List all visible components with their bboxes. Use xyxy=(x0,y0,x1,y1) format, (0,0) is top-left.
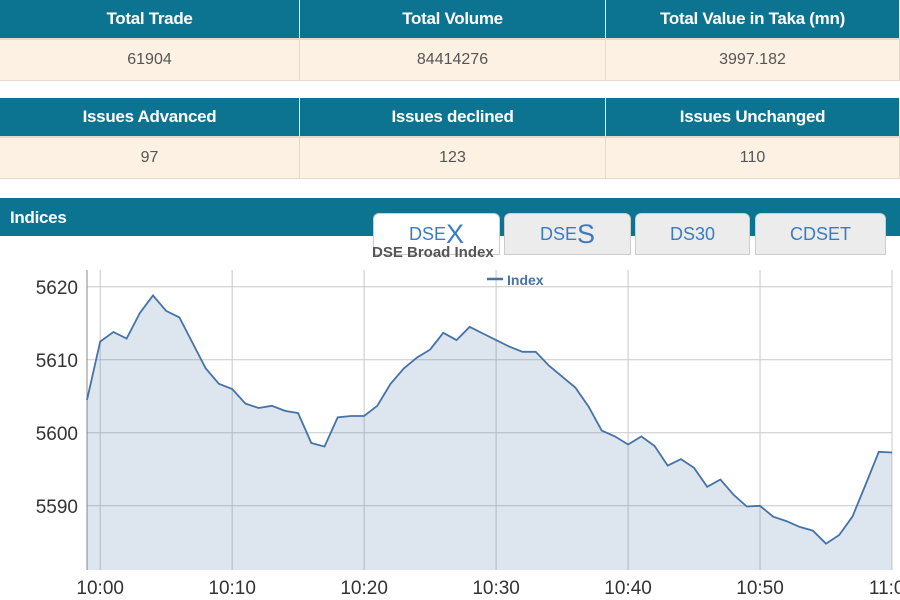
tab-suffix: S xyxy=(577,218,596,249)
value-cell: 3997.182 xyxy=(606,38,900,81)
tab-suffix: X xyxy=(446,218,465,249)
indices-title: Indices xyxy=(10,208,67,227)
y-tick-label: 5600 xyxy=(36,424,78,445)
y-tick-label: 5590 xyxy=(36,497,78,518)
x-tick-label: 10:20 xyxy=(340,578,388,599)
tab-prefix: DSE xyxy=(408,223,446,244)
legend-label: Index xyxy=(507,272,544,288)
header-cell: Issues Advanced xyxy=(0,98,300,136)
header-cell: Total Trade xyxy=(0,0,300,38)
tab[interactable]: DSE X xyxy=(373,213,500,255)
header-cell: Issues Unchanged xyxy=(606,98,900,136)
summary-table: Total Trade Total Volume Total Value in … xyxy=(0,0,900,81)
tab-label: DS30 xyxy=(669,223,716,244)
value-cell: 123 xyxy=(300,136,606,179)
value-cell: 84414276 xyxy=(300,38,606,81)
tab-label: CDSET xyxy=(789,223,851,244)
area xyxy=(87,295,892,570)
chart-title: DSE Broad Index xyxy=(372,244,494,261)
y-tick-label: 5620 xyxy=(36,278,78,299)
header-cell: Total Volume xyxy=(300,0,606,38)
x-tick-label: 10:30 xyxy=(472,578,520,599)
y-tick-label: 5610 xyxy=(36,351,78,372)
tab[interactable]: CDSET xyxy=(755,213,886,255)
line xyxy=(86,294,893,545)
header-cell: Issues declined xyxy=(300,98,606,136)
header-cell: Total Value in Taka (mn) xyxy=(606,0,900,38)
x-tick-label: 11:00 xyxy=(869,578,900,599)
x-tick-label: 10:40 xyxy=(604,578,652,599)
tab[interactable]: DS30 xyxy=(635,213,750,255)
value-cell: 61904 xyxy=(0,38,300,81)
value-cell: 97 xyxy=(0,136,300,179)
tab-prefix: DSE xyxy=(539,223,577,244)
tab[interactable]: DSE S xyxy=(504,213,631,255)
x-tick-label: 10:50 xyxy=(736,578,784,599)
value-cell: 110 xyxy=(606,136,900,179)
x-tick-label: 10:10 xyxy=(208,578,256,599)
x-tick-label: 10:00 xyxy=(76,578,124,599)
issues-table: Issues Advanced Issues declined Issues U… xyxy=(0,98,900,179)
